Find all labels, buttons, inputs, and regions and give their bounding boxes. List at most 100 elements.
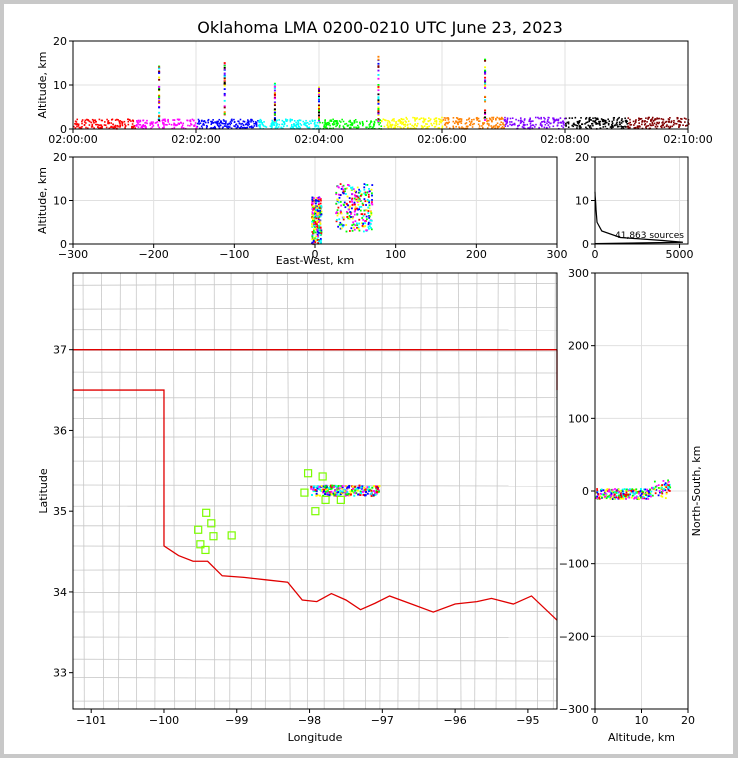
source-point bbox=[377, 100, 380, 103]
source-point bbox=[346, 195, 349, 198]
source-point bbox=[359, 199, 361, 202]
source-point bbox=[607, 122, 610, 125]
lma-station-marker bbox=[336, 495, 345, 504]
source-point bbox=[395, 120, 397, 123]
source-point bbox=[353, 190, 356, 192]
source-point bbox=[371, 199, 373, 201]
source-point bbox=[299, 122, 302, 125]
source-point bbox=[345, 230, 348, 233]
source-point bbox=[403, 127, 405, 129]
source-point bbox=[278, 119, 280, 121]
source-point bbox=[164, 118, 166, 121]
source-point bbox=[121, 124, 124, 127]
source-point bbox=[370, 489, 373, 492]
source-point bbox=[530, 124, 532, 127]
source-point bbox=[362, 223, 364, 225]
source-point bbox=[353, 126, 355, 129]
source-point bbox=[340, 204, 343, 207]
source-point bbox=[316, 221, 318, 223]
source-point bbox=[316, 212, 319, 215]
source-point bbox=[377, 65, 380, 68]
source-point bbox=[644, 120, 646, 122]
source-point bbox=[354, 220, 357, 223]
source-point bbox=[484, 119, 487, 121]
source-point bbox=[363, 183, 366, 186]
source-point bbox=[639, 490, 642, 493]
source-point bbox=[540, 117, 542, 120]
source-point bbox=[577, 123, 580, 125]
source-point bbox=[600, 118, 603, 120]
source-point bbox=[638, 492, 640, 495]
source-point bbox=[528, 127, 530, 129]
lma-station-marker bbox=[311, 507, 320, 516]
source-point bbox=[351, 124, 354, 127]
source-point bbox=[547, 118, 549, 121]
source-point bbox=[323, 124, 326, 126]
source-point bbox=[356, 121, 358, 123]
source-point bbox=[273, 121, 276, 124]
source-point bbox=[402, 123, 405, 126]
source-point bbox=[438, 118, 441, 121]
source-point bbox=[360, 487, 363, 490]
source-point bbox=[522, 124, 525, 126]
source-point bbox=[361, 202, 364, 205]
source-point bbox=[138, 121, 140, 123]
source-point bbox=[660, 495, 663, 497]
source-point bbox=[373, 485, 376, 488]
source-point bbox=[510, 124, 513, 127]
source-point bbox=[460, 122, 463, 124]
source-point bbox=[291, 118, 293, 121]
source-point bbox=[352, 487, 355, 490]
longitude-tick-label: −100 bbox=[149, 714, 179, 727]
source-point bbox=[371, 201, 373, 204]
source-point bbox=[325, 488, 328, 491]
source-point bbox=[332, 123, 335, 126]
source-point bbox=[356, 486, 359, 489]
source-point bbox=[350, 227, 353, 230]
source-point bbox=[496, 122, 499, 125]
source-point bbox=[492, 116, 495, 119]
source-point bbox=[649, 488, 651, 491]
source-point bbox=[363, 220, 366, 223]
time-tick-label: 02:00:00 bbox=[48, 133, 97, 146]
source-point bbox=[357, 196, 360, 199]
source-point bbox=[393, 127, 395, 130]
source-point bbox=[589, 116, 591, 119]
source-point bbox=[108, 127, 111, 130]
source-point bbox=[339, 194, 342, 197]
source-point bbox=[651, 122, 654, 125]
source-point bbox=[439, 118, 442, 121]
source-point bbox=[484, 81, 487, 84]
source-point bbox=[644, 493, 647, 495]
time-tick-label: 02:02:00 bbox=[171, 133, 220, 146]
source-point bbox=[318, 198, 321, 201]
source-point bbox=[375, 492, 378, 495]
source-point bbox=[484, 113, 487, 115]
source-point bbox=[437, 127, 440, 129]
source-point bbox=[97, 126, 99, 128]
source-point bbox=[622, 495, 625, 498]
source-point bbox=[205, 124, 208, 127]
source-point bbox=[224, 125, 227, 127]
source-point bbox=[608, 496, 611, 499]
source-point bbox=[372, 125, 375, 127]
source-point bbox=[646, 488, 649, 491]
source-point bbox=[176, 124, 179, 126]
source-point bbox=[306, 126, 308, 128]
source-point bbox=[440, 121, 442, 124]
source-point bbox=[393, 126, 396, 129]
source-point bbox=[198, 120, 201, 122]
source-point bbox=[404, 123, 407, 126]
source-point bbox=[537, 116, 539, 119]
latitude-tick-label: 33 bbox=[53, 667, 67, 680]
source-point bbox=[562, 122, 565, 125]
source-point bbox=[161, 119, 164, 122]
source-point bbox=[345, 193, 347, 195]
source-point bbox=[214, 121, 216, 123]
source-point bbox=[84, 119, 87, 122]
source-point bbox=[603, 120, 605, 123]
source-point bbox=[145, 126, 147, 128]
source-point bbox=[338, 120, 341, 122]
source-point bbox=[668, 490, 671, 492]
source-point bbox=[513, 123, 516, 126]
